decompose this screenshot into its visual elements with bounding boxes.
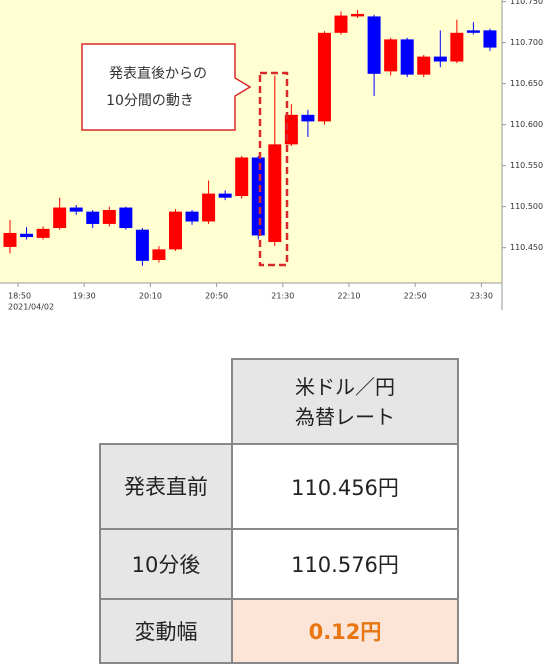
row-label: 発表直前	[99, 443, 233, 530]
plot-background	[0, 0, 502, 283]
candle-body	[301, 114, 315, 122]
x-tick-label: 20:10	[139, 292, 162, 301]
x-tick-label: 19:30	[73, 292, 96, 301]
candle-body	[20, 233, 34, 238]
x-tick-label: 22:50	[404, 292, 427, 301]
x-tick-label: 22:10	[337, 292, 360, 301]
x-tick-label: 20:50	[205, 292, 228, 301]
callout	[81, 43, 252, 131]
candle-body	[169, 211, 182, 250]
axis-background	[502, 0, 560, 312]
row-value: 110.456円	[231, 443, 459, 530]
x-tick-label: 23:30	[470, 292, 493, 301]
y-tick-label: 110.750	[510, 0, 543, 6]
candle-body	[317, 32, 331, 122]
y-tick-label: 110.600	[510, 120, 543, 129]
candle-body	[433, 56, 447, 62]
row-value: 0.12円	[231, 598, 459, 664]
highlight-box	[258, 71, 289, 267]
header-cell: 米ドル／円為替レート	[231, 358, 459, 445]
candle-body	[251, 157, 265, 236]
header-line: 為替レート	[295, 404, 395, 429]
candle-body	[86, 211, 100, 224]
candle-body	[450, 32, 464, 62]
candle-body	[3, 232, 17, 247]
y-tick-label: 110.500	[510, 202, 543, 211]
row-label: 変動幅	[99, 598, 233, 664]
y-tick-label: 110.700	[510, 38, 543, 47]
y-tick-label: 110.450	[510, 243, 543, 252]
row-label-text: 発表直前	[124, 474, 208, 499]
candle-body	[102, 209, 116, 224]
empty-cell	[100, 359, 233, 445]
candle-body	[135, 229, 149, 261]
candle-body	[417, 56, 431, 75]
x-tick-label: 18:50	[8, 292, 31, 301]
y-tick-label: 110.650	[510, 79, 543, 88]
candle-body	[202, 193, 216, 222]
annotation: 10分間の動き	[106, 93, 194, 109]
candle-body	[268, 144, 282, 242]
row-value: 110.576円	[231, 528, 459, 600]
candle-body	[351, 13, 365, 17]
row-label: 10分後	[99, 528, 233, 600]
candle-body	[483, 30, 497, 48]
candle-body	[36, 228, 50, 238]
chart: 2021/04/02 110.450 110.500 110.550 110.600 1…	[0, 0, 560, 312]
rate-table: 米ドル／円為替レート 発表直前 110.456円 10分後 110.576円 変動幅…	[99, 358, 459, 664]
candle-body	[466, 30, 480, 33]
candle-body	[384, 39, 398, 72]
candle-body	[152, 249, 166, 261]
candle-body	[400, 39, 414, 75]
annotation: 発表直後からの	[109, 65, 207, 82]
y-tick-label: 110.550	[510, 161, 543, 170]
candle-body	[218, 193, 232, 198]
candle-body	[334, 15, 348, 33]
date-label: 2021/04/02	[8, 303, 54, 312]
candle-body	[185, 211, 199, 222]
x-tick-label: 21:30	[271, 292, 294, 301]
candle-body	[53, 207, 67, 229]
candle-body	[235, 157, 249, 197]
candle-body	[119, 207, 133, 229]
candle-body	[367, 16, 381, 74]
candle-body	[69, 207, 83, 212]
header-line: 米ドル／円	[295, 374, 395, 399]
